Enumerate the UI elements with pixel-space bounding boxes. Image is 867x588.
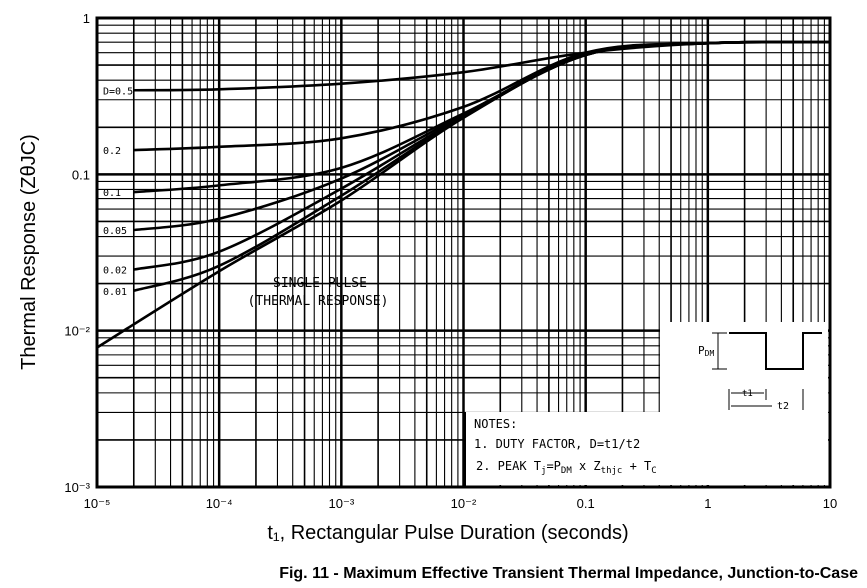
series-label: 0.01 [103,287,127,298]
x-tick-label: 1 [704,496,711,511]
t2-label: t2 [777,401,789,412]
series-line-single-pulse [96,40,831,349]
y-tick-labels: 1 0.1 10⁻² 10⁻³ [64,11,90,495]
y-tick-label: 0.1 [72,167,90,182]
series-line-0-02 [133,40,831,271]
y-tick-label: 10⁻² [64,324,90,339]
series-label: 0.1 [103,188,121,199]
x-tick-label: 10 [823,496,837,511]
x-axis-title: t₁, Rectangular Pulse Duration (seconds) [267,522,628,544]
series-line-0-2 [133,40,831,152]
series-label: 0.2 [103,146,121,157]
grid [95,18,830,489]
x-tick-label: 10⁻⁴ [206,496,233,511]
y-tick-label: 1 [83,11,90,26]
y-axis-title: Thermal Response (ZθJC) [18,134,40,370]
plot-frame [95,16,832,489]
x-tick-label: 10⁻² [451,496,477,511]
x-tick-label: 0.1 [577,496,595,511]
pulse-waveform [729,332,822,370]
note-peak-tj: 2. PEAK Tj=PDM x Zthjc + TC [476,459,657,476]
series-label: 0.02 [103,266,127,277]
curves [96,40,831,349]
notes-title: NOTES: [474,417,517,431]
x-tick-label: 10⁻⁵ [84,496,111,511]
x-tick-label: 10⁻³ [329,496,355,511]
thermal-response-label: (THERMAL RESPONSE) [248,294,389,309]
series-label: D=0.5 [103,86,133,97]
single-pulse-label: SINGLE PULSE [273,276,367,291]
series-line-d-0-5 [133,40,831,92]
y-tick-label: 10⁻³ [64,480,90,495]
x-tick-labels: 10⁻⁵ 10⁻⁴ 10⁻³ 10⁻² 0.1 1 10 [84,496,838,511]
notes-background [465,412,828,485]
pulse-waveform-inset: PDM t1 t2 [698,332,822,412]
figure-caption: Fig. 11 - Maximum Effective Transient Th… [279,565,858,582]
t1-label: t1 [742,389,753,399]
pdm-label: PDM [698,344,714,358]
curve-labels: D=0.5 0.2 0.1 0.05 0.02 0.01 [103,86,133,298]
series-label: 0.05 [103,226,127,237]
note-duty-factor: 1. DUTY FACTOR, D=t1/t2 [474,437,640,451]
series-line-0-01 [133,40,831,293]
